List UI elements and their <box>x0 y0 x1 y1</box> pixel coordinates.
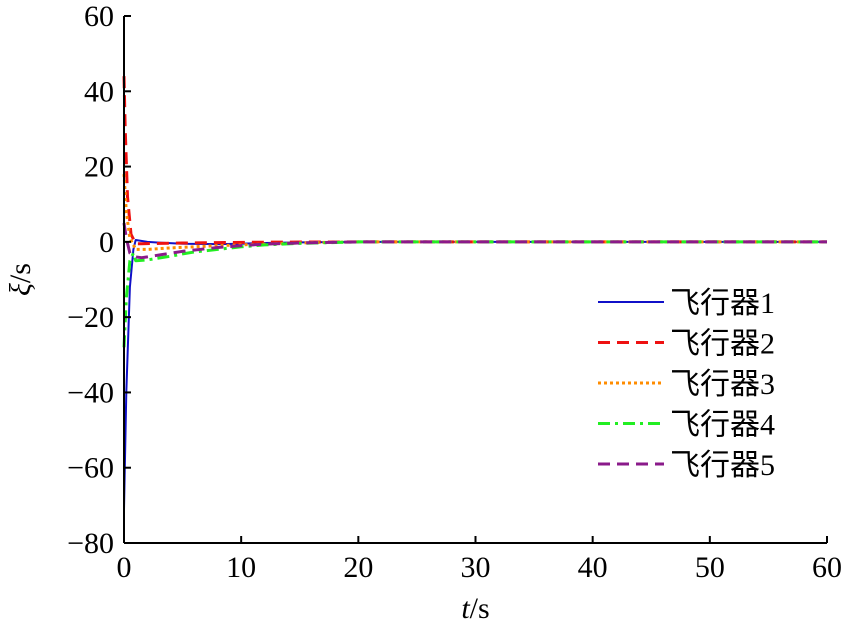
legend-label: 飞行器5 <box>670 449 775 482</box>
series-line-2 <box>122 76 827 246</box>
legend-label: 飞行器4 <box>670 409 775 442</box>
x-tick-label: 20 <box>343 551 373 584</box>
y-tick-label: −20 <box>67 301 114 334</box>
x-axis-title: t/s <box>461 592 489 625</box>
y-tick-label: −60 <box>67 452 114 485</box>
y-tick-label: 0 <box>99 226 114 259</box>
series-line-3 <box>122 174 827 251</box>
x-tick-label: 60 <box>812 551 842 584</box>
series-line-5 <box>122 222 827 260</box>
x-tick-label: 50 <box>695 551 725 584</box>
y-tick-label: −80 <box>67 527 114 560</box>
legend-label: 飞行器3 <box>670 368 775 401</box>
y-tick-label: 60 <box>84 0 114 33</box>
x-tick-label: 40 <box>578 551 608 584</box>
series-line-4 <box>122 240 827 348</box>
legend-label: 飞行器2 <box>670 328 775 361</box>
legend: 飞行器1 飞行器2 飞行器3 飞行器4 飞行器5 <box>598 287 775 482</box>
x-tick-label: 0 <box>117 551 132 584</box>
y-axis-title: ξ/s <box>4 263 37 296</box>
ticks: 0 10 20 30 40 50 60 60 40 20 0 −20 −40 −60 −80 <box>67 0 842 584</box>
y-tick-label: 40 <box>84 75 114 108</box>
x-tick-label: 10 <box>226 551 256 584</box>
series-lines <box>122 76 827 510</box>
x-tick-label: 30 <box>461 551 491 584</box>
y-tick-label: 20 <box>84 151 114 184</box>
legend-label: 飞行器1 <box>670 287 775 320</box>
y-tick-label: −40 <box>67 376 114 409</box>
